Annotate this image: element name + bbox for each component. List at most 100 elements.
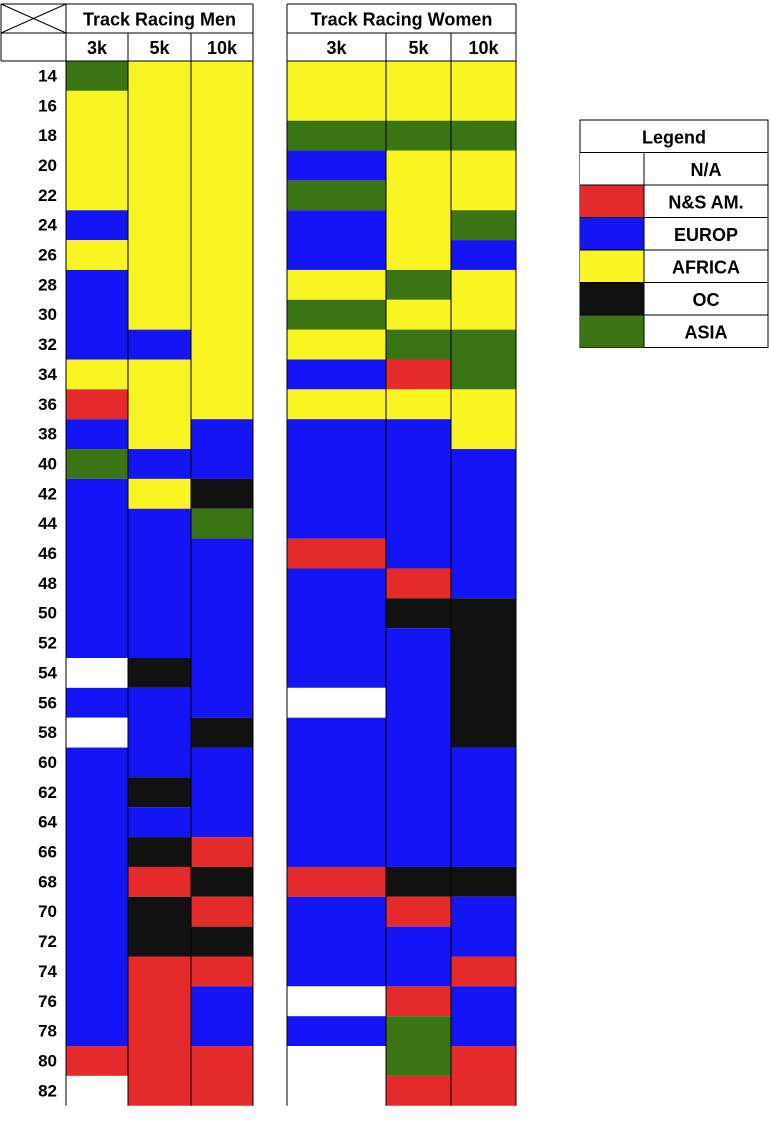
row-label-56: 56 <box>38 693 57 712</box>
header-corner-diagonal-b <box>0 3 67 34</box>
cell-women-10k-20 <box>451 150 516 211</box>
cell-women-5k-38 <box>386 419 451 569</box>
row-label-66: 66 <box>38 843 57 862</box>
row-label-32: 32 <box>38 335 57 354</box>
cell-women-3k-80 <box>287 1046 386 1106</box>
row-label-22: 22 <box>38 186 57 205</box>
row-label-46: 46 <box>38 544 57 563</box>
cell-men-5k-54 <box>128 658 191 688</box>
row-label-58: 58 <box>38 723 57 742</box>
legend-swatch-n-a <box>580 152 644 185</box>
cell-women-10k-50 <box>451 598 516 748</box>
cell-women-10k-36 <box>451 389 516 450</box>
cell-women-5k-34 <box>386 359 451 390</box>
cell-women-3k-46 <box>287 538 386 569</box>
cell-women-3k-68 <box>287 866 386 897</box>
cell-women-5k-52 <box>386 628 451 867</box>
cell-women-5k-20 <box>386 150 451 270</box>
cell-men-3k-34 <box>66 359 128 390</box>
cell-women-3k-20 <box>287 150 386 181</box>
row-label-70: 70 <box>38 902 57 921</box>
cell-men-10k-80 <box>191 1046 253 1106</box>
row-label-74: 74 <box>38 962 57 981</box>
row-label-48: 48 <box>38 574 57 593</box>
row-label-54: 54 <box>38 663 57 682</box>
row-label-30: 30 <box>38 305 57 324</box>
cell-men-10k-66 <box>191 837 253 867</box>
legend-swatch-europ <box>580 217 644 250</box>
cell-men-10k-70 <box>191 896 253 927</box>
row-label-60: 60 <box>38 753 57 772</box>
cell-men-10k-38 <box>191 419 253 479</box>
cell-women-5k-14 <box>386 61 451 121</box>
cell-men-3k-28 <box>66 269 128 360</box>
cell-men-5k-70 <box>128 896 191 957</box>
row-label-26: 26 <box>38 246 57 265</box>
cell-women-3k-36 <box>287 389 386 420</box>
cell-women-3k-48 <box>287 568 386 688</box>
cell-men-5k-64 <box>128 807 191 838</box>
row-label-34: 34 <box>38 365 57 384</box>
cell-men-5k-66 <box>128 837 191 867</box>
cell-women-3k-24 <box>287 210 386 270</box>
cell-men-5k-32 <box>128 329 191 360</box>
cell-men-3k-26 <box>66 240 128 270</box>
row-label-64: 64 <box>38 813 57 832</box>
row-label-76: 76 <box>38 992 57 1011</box>
cell-women-5k-36 <box>386 389 451 420</box>
row-label-62: 62 <box>38 783 57 802</box>
cell-women-5k-48 <box>386 568 451 599</box>
cell-men-3k-36 <box>66 389 128 420</box>
legend-swatch-africa <box>580 250 644 283</box>
legend-entry-n-a: N/A <box>691 160 722 180</box>
cell-women-10k-80 <box>451 1046 516 1106</box>
legend-entry-africa: AFRICA <box>672 257 740 277</box>
cell-women-5k-18 <box>386 120 451 151</box>
cell-men-5k-62 <box>128 777 191 808</box>
cell-women-5k-68 <box>386 866 451 897</box>
cell-women-3k-56 <box>287 687 386 718</box>
cell-women-5k-82 <box>386 1075 451 1106</box>
cell-men-10k-58 <box>191 717 253 748</box>
row-label-72: 72 <box>38 932 57 951</box>
cell-men-10k-76 <box>191 986 253 1047</box>
cell-men-10k-60 <box>191 747 253 838</box>
column-header-men-5k: 5k <box>149 38 170 58</box>
legend-entry-europ: EUROP <box>674 225 738 245</box>
cell-women-10k-68 <box>451 866 516 897</box>
row-label-38: 38 <box>38 425 57 444</box>
cell-women-3k-30 <box>287 299 386 330</box>
cell-men-10k-74 <box>191 956 253 987</box>
cell-men-3k-56 <box>66 687 128 718</box>
legend-swatch-n-s-am- <box>580 185 644 218</box>
cell-women-3k-32 <box>287 329 386 360</box>
cell-women-10k-74 <box>451 956 516 987</box>
cell-women-10k-32 <box>451 329 516 390</box>
cell-men-3k-38 <box>66 419 128 450</box>
legend-entry-n-s-am-: N&S AM. <box>668 192 743 212</box>
legend-swatch-asia <box>580 315 644 348</box>
cell-women-3k-76 <box>287 986 386 1017</box>
group-title-women: Track Racing Women <box>311 10 493 30</box>
cell-men-3k-16 <box>66 90 128 211</box>
cell-men-3k-80 <box>66 1046 128 1076</box>
cell-women-10k-14 <box>451 61 516 121</box>
cell-men-3k-60 <box>66 747 128 1047</box>
row-label-24: 24 <box>38 216 57 235</box>
cell-women-3k-70 <box>287 896 386 987</box>
row-label-80: 80 <box>38 1051 57 1070</box>
cell-women-10k-70 <box>451 896 516 957</box>
cell-women-5k-50 <box>386 598 451 629</box>
row-label-42: 42 <box>38 484 57 503</box>
legend-entry-oc: OC <box>693 290 720 310</box>
cell-men-3k-40 <box>66 449 128 479</box>
cell-men-10k-14 <box>191 61 253 420</box>
row-label-50: 50 <box>38 604 57 623</box>
row-label-18: 18 <box>38 126 57 145</box>
cell-women-5k-28 <box>386 269 451 300</box>
cell-women-3k-34 <box>287 359 386 390</box>
cell-men-3k-54 <box>66 658 128 688</box>
row-label-68: 68 <box>38 872 57 891</box>
cell-men-5k-74 <box>128 956 191 1106</box>
cell-men-3k-58 <box>66 717 128 748</box>
